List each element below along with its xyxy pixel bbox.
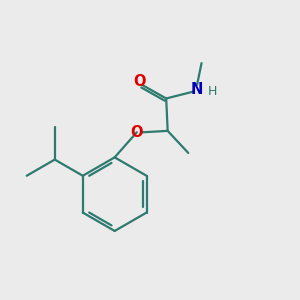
Text: O: O — [130, 125, 143, 140]
Text: H: H — [207, 85, 217, 98]
Text: N: N — [191, 82, 203, 97]
Text: O: O — [134, 74, 146, 89]
